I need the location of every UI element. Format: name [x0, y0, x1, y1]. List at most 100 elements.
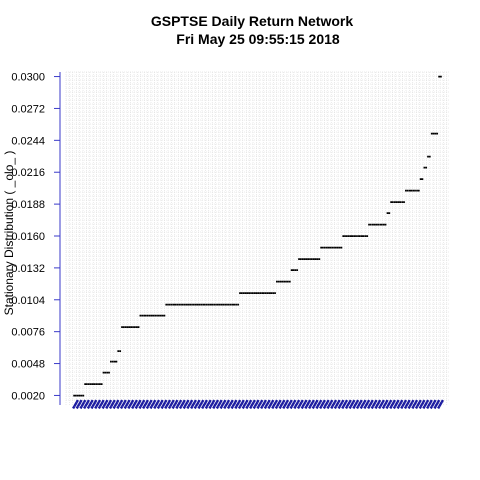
data-point: ■■ — [221, 302, 225, 306]
data-point: ■■ — [184, 302, 188, 306]
point-axis-label: ■■■■ — [74, 398, 83, 409]
data-point: ■■ — [291, 268, 295, 272]
point-axis-label: ■■■■ — [321, 398, 330, 409]
data-point: ■■ — [202, 302, 206, 306]
data-point: ■■ — [224, 302, 228, 306]
data-point: ■■ — [435, 132, 439, 136]
data-point: ■■ — [328, 245, 332, 249]
point-axis-label: ■■■■ — [343, 398, 352, 409]
point-axis-label: ■■■■ — [318, 398, 327, 409]
point-axis-label: ■■■■ — [436, 398, 445, 409]
data-point: ■■ — [99, 382, 103, 386]
point-axis-label: ■■■■ — [240, 398, 249, 409]
point-axis-label: ■■■■ — [428, 398, 437, 409]
point-axis-label: ■■■■ — [251, 398, 260, 409]
point-axis-label: ■■■■ — [266, 398, 275, 409]
data-point: ■■ — [339, 245, 343, 249]
point-axis-label: ■■■■ — [281, 398, 290, 409]
data-point: ■■ — [298, 257, 302, 261]
point-axis-label: ■■■■ — [380, 398, 389, 409]
point-axis-label: ■■■■ — [155, 398, 164, 409]
data-point: ■■ — [302, 257, 306, 261]
point-axis-label: ■■■■ — [144, 398, 153, 409]
point-axis-label: ■■■■ — [203, 398, 212, 409]
data-point: ■■ — [276, 280, 280, 284]
data-point: ■■ — [165, 302, 169, 306]
point-axis-label: ■■■■ — [133, 398, 142, 409]
data-point: ■■ — [272, 291, 276, 295]
data-point: ■■ — [254, 291, 258, 295]
data-point: ■■ — [294, 268, 298, 272]
point-axis-label: ■■■■ — [406, 398, 415, 409]
data-point: ■■ — [368, 223, 372, 227]
data-point: ■■ — [246, 291, 250, 295]
data-point: ■■ — [309, 257, 313, 261]
data-point: ■■ — [401, 200, 405, 204]
point-axis-label: ■■■■ — [71, 398, 80, 409]
data-point: ■■ — [350, 234, 354, 238]
data-point: ■■ — [438, 75, 442, 79]
point-axis-label: ■■■■ — [100, 398, 109, 409]
point-axis-label: ■■■■ — [200, 398, 209, 409]
point-axis-label: ■■■■ — [270, 398, 279, 409]
data-point: ■■ — [335, 245, 339, 249]
point-axis-label: ■■■■ — [78, 398, 87, 409]
point-axis-label: ■■■■ — [310, 398, 319, 409]
data-point: ■■ — [235, 302, 239, 306]
point-axis-label: ■■■■ — [395, 398, 404, 409]
point-axis-label: ■■■■ — [432, 398, 441, 409]
point-axis-label: ■■■■ — [362, 398, 371, 409]
point-axis-label: ■■■■ — [93, 398, 102, 409]
point-axis-label: ■■■■ — [413, 398, 422, 409]
chart-title-line1: GSPTSE Daily Return Network — [151, 13, 353, 29]
point-axis-label: ■■■■ — [130, 398, 139, 409]
point-axis-label: ■■■■ — [185, 398, 194, 409]
data-point: ■■ — [313, 257, 317, 261]
point-axis-label: ■■■■ — [233, 398, 242, 409]
point-axis-label: ■■■■ — [159, 398, 168, 409]
data-point: ■■ — [106, 371, 110, 375]
y-tick-label: 0.0076 — [11, 327, 45, 339]
data-point: ■■ — [258, 291, 262, 295]
data-point: ■■ — [228, 302, 232, 306]
data-point: ■■ — [180, 302, 184, 306]
data-point: ■■ — [427, 154, 431, 158]
point-axis-label: ■■■■ — [369, 398, 378, 409]
y-tick-label: 0.0160 — [11, 231, 45, 243]
point-axis-label: ■■■■ — [170, 398, 179, 409]
point-axis-label: ■■■■ — [229, 398, 238, 409]
point-axis-label: ■■■■ — [292, 398, 301, 409]
data-point: ■■ — [423, 166, 427, 170]
point-axis-label: ■■■■ — [148, 398, 157, 409]
plot-grid — [65, 71, 450, 405]
data-point: ■■ — [81, 393, 85, 397]
point-axis-label: ■■■■ — [410, 398, 419, 409]
point-axis-label: ■■■■ — [299, 398, 308, 409]
y-axis-ticks: 0.0020 0.0048 0.0076 0.0104 0.0132 0.0160 0.01… — [11, 72, 60, 402]
data-point: ■■ — [154, 314, 158, 318]
data-point: ■■ — [73, 393, 77, 397]
data-point: ■■ — [342, 234, 346, 238]
data-point: ■■ — [353, 234, 357, 238]
point-axis-label: ■■■■ — [244, 398, 253, 409]
data-point: ■■ — [217, 302, 221, 306]
point-axis-label: ■■■■ — [163, 398, 172, 409]
point-axis-label: ■■■■ — [277, 398, 286, 409]
point-axis-label: ■■■■ — [104, 398, 113, 409]
data-point: ■■ — [84, 382, 88, 386]
data-point: ■■ — [283, 280, 287, 284]
data-point: ■■ — [173, 302, 177, 306]
point-axis-label: ■■■■ — [141, 398, 150, 409]
data-point: ■■ — [199, 302, 203, 306]
y-tick-label: 0.0272 — [11, 103, 45, 115]
point-axis-label: ■■■■ — [421, 398, 430, 409]
point-axis-label: ■■■■ — [262, 398, 271, 409]
point-axis-label: ■■■■ — [177, 398, 186, 409]
point-axis-label: ■■■■ — [388, 398, 397, 409]
point-axis-label: ■■■■ — [351, 398, 360, 409]
y-tick-label: 0.0188 — [11, 199, 45, 211]
point-axis-label: ■■■■ — [402, 398, 411, 409]
point-axis-label: ■■■■ — [152, 398, 161, 409]
point-axis-label: ■■■■ — [137, 398, 146, 409]
data-point: ■■ — [162, 314, 166, 318]
